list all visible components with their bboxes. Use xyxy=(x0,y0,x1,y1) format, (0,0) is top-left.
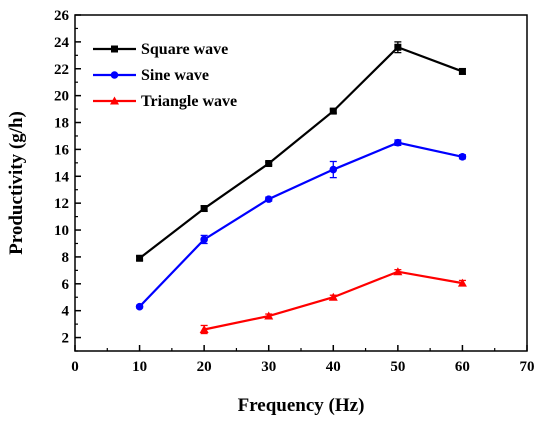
data-point xyxy=(200,235,208,244)
x-tick-label: 20 xyxy=(197,359,212,375)
y-axis-title: Productivity (g/h) xyxy=(6,111,27,255)
legend-label: Sine wave xyxy=(141,67,209,84)
data-point xyxy=(265,160,273,168)
legend-label: Square wave xyxy=(141,41,228,58)
y-tick-label: 12 xyxy=(54,196,69,212)
x-tick-label: 50 xyxy=(390,359,405,375)
y-tick-label: 20 xyxy=(54,89,69,105)
series-line xyxy=(138,45,463,260)
y-tick-label: 6 xyxy=(62,277,70,293)
series-line xyxy=(138,141,463,308)
plot-frame xyxy=(74,14,528,352)
data-point xyxy=(393,267,403,276)
y-tick-label: 10 xyxy=(54,223,69,239)
legend-item: Square wave xyxy=(93,41,228,58)
data-point xyxy=(457,278,467,287)
data-point xyxy=(329,165,338,174)
data-point xyxy=(264,311,274,320)
y-tick-label: 16 xyxy=(54,142,70,158)
legend-label: Triangle wave xyxy=(141,93,237,110)
y-tick-label: 4 xyxy=(62,304,70,320)
data-point xyxy=(136,254,144,262)
x-tick-label: 0 xyxy=(71,359,79,375)
series-square-wave xyxy=(136,41,466,262)
data-point xyxy=(328,292,338,301)
data-point xyxy=(199,324,209,333)
data-point xyxy=(135,302,144,311)
legend-item: Triangle wave xyxy=(93,93,237,110)
legend-marker xyxy=(110,71,119,79)
y-tick-label: 2 xyxy=(62,331,70,347)
legend-marker xyxy=(110,96,119,105)
x-axis-ticks: 0 10 20 30 40 50 60 70 xyxy=(71,345,535,375)
series-layer xyxy=(135,41,467,335)
y-tick-label: 8 xyxy=(62,250,70,266)
y-tick-label: 14 xyxy=(54,169,70,185)
y-tick-label: 22 xyxy=(54,62,69,78)
series-triangle-wave xyxy=(199,267,467,335)
y-tick-label: 24 xyxy=(54,35,70,51)
x-tick-label: 70 xyxy=(520,359,535,375)
x-tick-label: 40 xyxy=(326,359,341,375)
legend: Square wave Sine wave Triangle wave xyxy=(93,41,237,110)
x-tick-label: 60 xyxy=(455,359,470,375)
data-point xyxy=(394,138,402,147)
x-tick-label: 30 xyxy=(261,359,276,375)
y-tick-label: 18 xyxy=(54,116,69,132)
data-point xyxy=(458,67,466,75)
plot-border xyxy=(74,14,528,352)
legend-item: Sine wave xyxy=(93,67,209,84)
y-tick-label: 26 xyxy=(54,8,70,24)
data-point xyxy=(329,107,337,115)
x-axis-title: Frequency (Hz) xyxy=(238,395,365,416)
data-point xyxy=(394,43,402,51)
data-point xyxy=(458,152,467,161)
data-point xyxy=(200,205,208,213)
legend-marker xyxy=(111,45,118,53)
x-tick-label: 10 xyxy=(132,359,147,375)
data-point xyxy=(264,195,273,203)
series-sine-wave xyxy=(135,138,467,311)
